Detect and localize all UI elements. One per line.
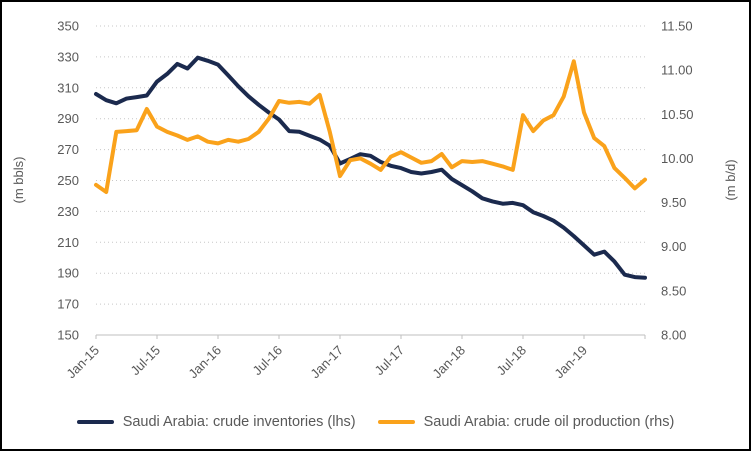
y-axis-label-right: 9.00 bbox=[661, 239, 686, 254]
y-axis-label-left: 250 bbox=[57, 173, 79, 188]
right-axis-title: (m b/d) bbox=[723, 159, 738, 200]
legend-item-production: Saudi Arabia: crude oil production (rhs) bbox=[377, 414, 675, 430]
y-axis-label-right: 9.50 bbox=[661, 195, 686, 210]
legend-line-swatch-production bbox=[377, 420, 415, 424]
x-axis-label: Jul-18 bbox=[493, 343, 529, 379]
legend-label-production: Saudi Arabia: crude oil production (rhs) bbox=[423, 414, 675, 430]
y-axis-label-left: 270 bbox=[57, 142, 79, 157]
left-axis-title: (m bbls) bbox=[11, 157, 26, 204]
x-axis-label: Jan-19 bbox=[551, 343, 590, 382]
series-line-production bbox=[94, 59, 647, 194]
x-axis-label: Jan-17 bbox=[307, 343, 346, 382]
y-axis-label-left: 310 bbox=[57, 80, 79, 95]
y-axis-label-right: 10.50 bbox=[661, 107, 694, 122]
x-axis-label: Jan-15 bbox=[63, 343, 102, 382]
x-axis-label: Jul-15 bbox=[127, 343, 163, 379]
y-axis-label-right: 11.00 bbox=[661, 63, 693, 78]
chart-canvas: 350 330 310 290 270 250 230 210 190 170 150 11.50 11… bbox=[11, 19, 738, 382]
y-axis-label-left: 210 bbox=[57, 235, 79, 250]
legend-line-swatch-inventories bbox=[76, 420, 114, 424]
y-axis-label-right: 10.00 bbox=[661, 151, 694, 166]
legend-item-inventories: Saudi Arabia: crude inventories (lhs) bbox=[76, 414, 356, 430]
x-axis-label: Jan-16 bbox=[185, 343, 224, 382]
series-line-inventories bbox=[94, 55, 647, 280]
x-axis-label: Jul-16 bbox=[249, 343, 285, 379]
y-axis-label-right: 8.50 bbox=[661, 283, 686, 298]
legend: Saudi Arabia: crude inventories (lhs) Sa… bbox=[2, 404, 749, 440]
y-axis-label-left: 190 bbox=[57, 266, 79, 281]
y-axis-label-left: 170 bbox=[57, 297, 79, 312]
y-axis-label-left: 230 bbox=[57, 204, 79, 219]
y-axis-label-right: 8.00 bbox=[661, 328, 686, 343]
y-axis-label-left: 350 bbox=[57, 19, 79, 34]
x-axis-label: Jan-18 bbox=[429, 343, 468, 382]
legend-label-inventories: Saudi Arabia: crude inventories (lhs) bbox=[122, 414, 356, 430]
y-axis-label-right: 11.50 bbox=[661, 19, 693, 34]
y-axis-label-left: 330 bbox=[57, 49, 79, 64]
x-axis-label: Jul-17 bbox=[371, 343, 407, 379]
y-axis-label-left: 150 bbox=[57, 328, 79, 343]
y-axis-label-left: 290 bbox=[57, 111, 79, 126]
